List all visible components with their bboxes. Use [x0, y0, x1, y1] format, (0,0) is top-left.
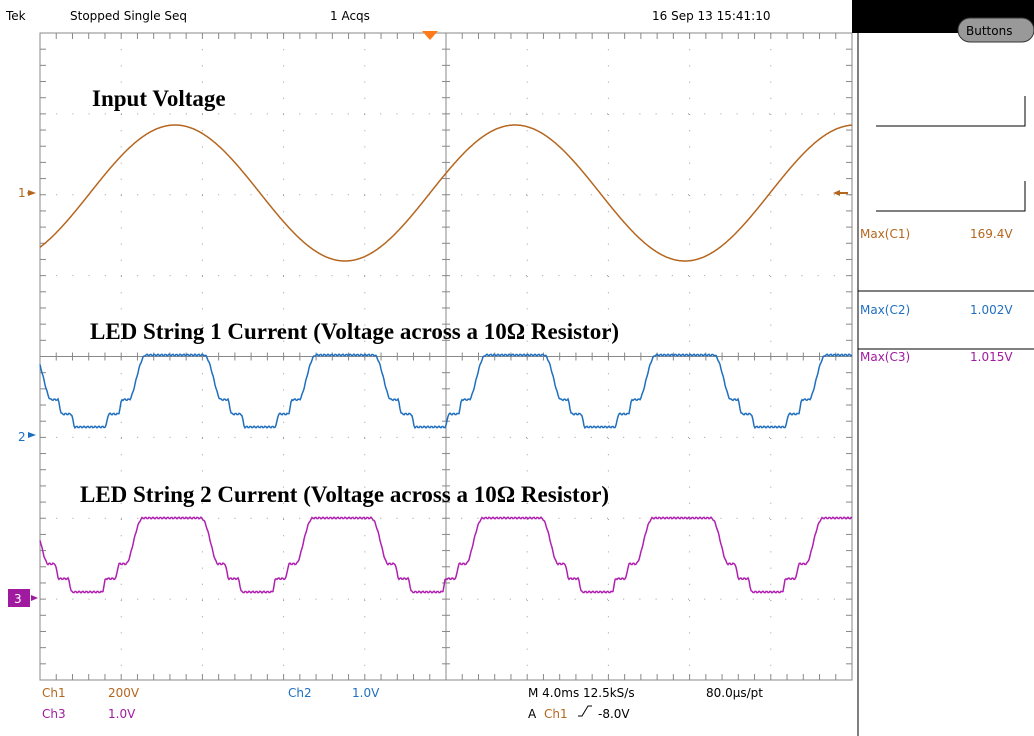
marker-arrow [28, 190, 36, 196]
measurement-label: Max(C2) [860, 303, 910, 317]
input-voltage-trace [39, 124, 853, 262]
trigger-level: -8.0V [598, 707, 630, 721]
brand: Tek [5, 9, 26, 23]
trigger-level-arrow [833, 190, 840, 196]
measurement-label: Max(C3) [860, 350, 910, 364]
led-string-1-trace [39, 353, 853, 430]
acquisitions: 1 Acqs [330, 9, 370, 23]
annotation: LED String 2 Current (Voltage across a 1… [80, 482, 609, 507]
datetime: 16 Sep 13 15:41:10 [652, 9, 771, 23]
ch1-scale: 200V [108, 686, 140, 700]
measurement-value: 1.015V [970, 350, 1013, 364]
buttons-button[interactable] [957, 17, 1034, 43]
marker-arrow [28, 432, 36, 438]
led-string-2-trace [39, 516, 853, 594]
measurement-label: Max(C1) [860, 227, 910, 241]
trigger-mode: A [528, 707, 537, 721]
ch3-scale: 1.0V [108, 707, 136, 721]
annotation: Input Voltage [92, 86, 226, 111]
channel-marker: 2 [18, 430, 26, 444]
record-length: 80.0µs/pt [706, 686, 763, 700]
panel-softkey [876, 181, 1026, 212]
graticule-border [39, 32, 853, 681]
timebase: M 4.0ms 12.5kS/s [528, 686, 635, 700]
ch3-name: Ch3 [42, 707, 66, 721]
ch2-scale: 1.0V [352, 686, 380, 700]
trigger-position [422, 31, 438, 40]
ch2-name: Ch2 [288, 686, 312, 700]
ch1-name: Ch1 [42, 686, 66, 700]
buttons-label: Buttons [966, 24, 1012, 38]
measurement-value: 169.4V [970, 227, 1013, 241]
channel-marker: 1 [18, 186, 26, 200]
channel-marker: 3 [14, 592, 22, 606]
trigger-source: Ch1 [544, 707, 568, 721]
measurement-value: 1.002V [970, 303, 1013, 317]
marker-arrow [31, 595, 38, 601]
status: Stopped Single Seq [70, 9, 187, 23]
annotation: LED String 1 Current (Voltage across a 1… [90, 319, 619, 344]
panel-softkey [876, 96, 1026, 127]
trigger-slope [578, 705, 592, 717]
channel-marker-box [8, 589, 30, 607]
traces [39, 124, 853, 594]
